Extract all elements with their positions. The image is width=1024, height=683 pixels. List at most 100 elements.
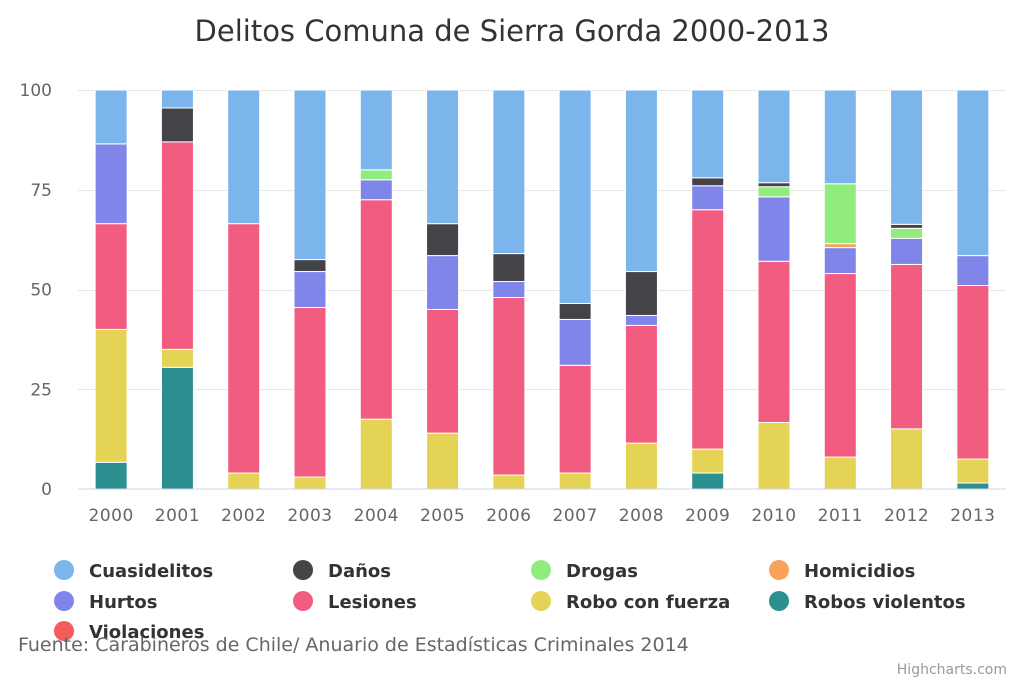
bar-segment[interactable] xyxy=(624,89,658,273)
legend-label: Drogas xyxy=(566,561,638,582)
bar-segment[interactable] xyxy=(426,432,460,490)
bar-segment[interactable] xyxy=(691,209,725,450)
bar-segment[interactable] xyxy=(492,89,526,255)
legend-item[interactable]: Homicidios xyxy=(769,560,915,582)
bar-segment[interactable] xyxy=(823,273,857,458)
legend-item[interactable]: Drogas xyxy=(531,560,638,582)
legend-item[interactable]: Robos violentos xyxy=(769,591,966,613)
bar-segment[interactable] xyxy=(691,177,725,187)
bar-segment[interactable] xyxy=(757,89,791,184)
bar-segment[interactable] xyxy=(227,89,261,225)
bar-segment[interactable] xyxy=(691,448,725,474)
y-tick-label: 100 xyxy=(20,81,52,101)
bar-segment[interactable] xyxy=(426,308,460,434)
bar-segment[interactable] xyxy=(956,255,990,287)
bar-segment[interactable] xyxy=(227,223,261,474)
bar-segment[interactable] xyxy=(956,482,990,490)
credits-link[interactable]: Highcharts.com xyxy=(897,662,1007,678)
grid xyxy=(78,90,1006,390)
bar-segment[interactable] xyxy=(94,223,128,330)
bar-segment[interactable] xyxy=(691,89,725,179)
legend-item[interactable]: Violaciones xyxy=(54,621,204,643)
x-tick-label: 2007 xyxy=(553,506,598,526)
bar-stack-2006 xyxy=(492,89,526,490)
bar-segment[interactable] xyxy=(359,418,393,490)
bar-segment[interactable] xyxy=(558,318,592,366)
bar-segment[interactable] xyxy=(426,89,460,225)
bar-segment[interactable] xyxy=(359,169,393,181)
y-tick-label: 75 xyxy=(30,181,52,201)
bar-segment[interactable] xyxy=(359,199,393,420)
bar-segment[interactable] xyxy=(890,237,924,265)
bar-segment[interactable] xyxy=(160,366,194,490)
bar-segment[interactable] xyxy=(94,143,128,225)
bar-segment[interactable] xyxy=(359,89,393,171)
bar-segment[interactable] xyxy=(492,474,526,490)
bar-segment[interactable] xyxy=(426,223,460,257)
bar-segment[interactable] xyxy=(757,186,791,198)
bar-segment[interactable] xyxy=(956,89,990,257)
bar-segment[interactable] xyxy=(757,182,791,188)
bar-segment[interactable] xyxy=(492,253,526,283)
bar-segment[interactable] xyxy=(558,89,592,304)
legend-item[interactable]: Lesiones xyxy=(293,591,417,613)
bar-segment[interactable] xyxy=(823,243,857,249)
bar-segment[interactable] xyxy=(691,185,725,211)
bar-segment[interactable] xyxy=(890,227,924,239)
bar-segment[interactable] xyxy=(160,141,194,350)
bar-stack-2000 xyxy=(94,89,128,490)
bar-segment[interactable] xyxy=(293,259,327,273)
bar-segment[interactable] xyxy=(624,324,658,444)
legend-item[interactable]: Daños xyxy=(293,560,391,582)
bar-segment[interactable] xyxy=(558,364,592,474)
bar-segment[interactable] xyxy=(823,456,857,490)
legend-item[interactable]: Hurtos xyxy=(54,591,157,613)
bar-segment[interactable] xyxy=(956,285,990,460)
bar-segment[interactable] xyxy=(293,89,327,261)
legend-marker xyxy=(769,591,789,611)
bar-segment[interactable] xyxy=(823,247,857,275)
bar-stack-2008 xyxy=(624,89,658,490)
bar-segment[interactable] xyxy=(624,271,658,316)
legend-item[interactable]: Cuasidelitos xyxy=(54,560,213,582)
bar-segment[interactable] xyxy=(956,458,990,484)
bar-segment[interactable] xyxy=(227,472,261,490)
bar-segment[interactable] xyxy=(293,476,327,490)
legend-label: Hurtos xyxy=(89,592,157,613)
bar-segment[interactable] xyxy=(757,196,791,262)
bar-segment[interactable] xyxy=(890,89,924,225)
bar-segment[interactable] xyxy=(558,472,592,490)
bar-segment[interactable] xyxy=(94,89,128,145)
bar-segment[interactable] xyxy=(757,260,791,424)
x-tick-label: 2010 xyxy=(751,506,796,526)
bar-segment[interactable] xyxy=(492,296,526,476)
bar-segment[interactable] xyxy=(359,179,393,201)
x-tick-label: 2013 xyxy=(950,506,995,526)
bar-segment[interactable] xyxy=(691,472,725,490)
bar-segment[interactable] xyxy=(558,302,592,320)
bar-segment[interactable] xyxy=(624,314,658,326)
bar-segment[interactable] xyxy=(890,428,924,490)
legend-item[interactable]: Robo con fuerza xyxy=(531,591,730,613)
bar-segment[interactable] xyxy=(823,183,857,245)
legend-label: Robos violentos xyxy=(804,592,966,613)
x-tick-label: 2001 xyxy=(155,506,200,526)
bar-segment[interactable] xyxy=(160,89,194,109)
bar-segment[interactable] xyxy=(890,223,924,229)
legend-marker xyxy=(293,591,313,611)
bar-segment[interactable] xyxy=(890,263,924,430)
bar-segment[interactable] xyxy=(757,422,791,490)
bar-segment[interactable] xyxy=(426,255,460,310)
bar-segment[interactable] xyxy=(293,271,327,308)
legend-label: Daños xyxy=(328,561,391,582)
bar-segment[interactable] xyxy=(293,306,327,478)
legend-label: Cuasidelitos xyxy=(89,561,213,582)
bar-segment[interactable] xyxy=(160,348,194,368)
bar-segment[interactable] xyxy=(160,107,194,143)
bar-segment[interactable] xyxy=(94,328,128,463)
bar-segment[interactable] xyxy=(492,281,526,298)
bar-segment[interactable] xyxy=(823,89,857,185)
bar-segment[interactable] xyxy=(94,461,128,490)
bar-segment[interactable] xyxy=(624,442,658,490)
bar-stack-2002 xyxy=(227,89,261,490)
